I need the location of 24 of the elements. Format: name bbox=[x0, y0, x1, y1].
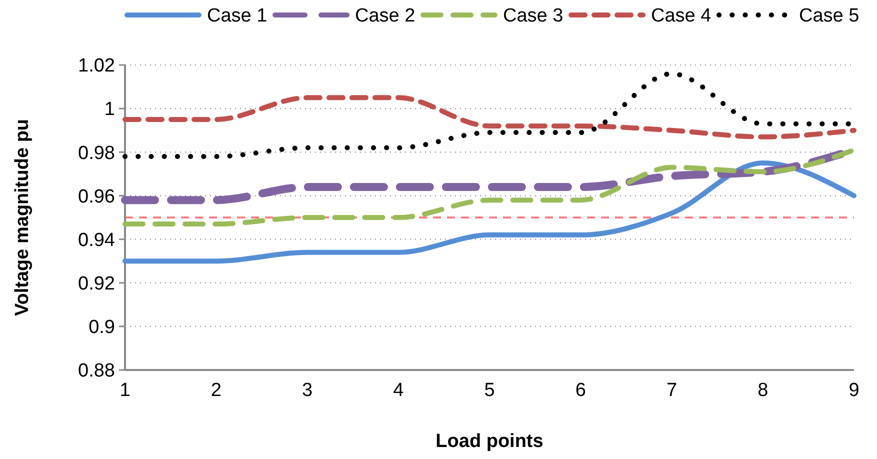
y-tick-label: 0.98 bbox=[78, 142, 115, 164]
x-tick-label: 5 bbox=[484, 380, 495, 401]
legend-label: Case 3 bbox=[503, 6, 564, 27]
x-tick-label: 7 bbox=[666, 380, 678, 401]
legend-label: Case 4 bbox=[651, 6, 712, 27]
x-tick-label: 4 bbox=[393, 380, 404, 401]
legend-label: Case 2 bbox=[355, 6, 416, 27]
y-tick-label: 1 bbox=[104, 99, 115, 120]
x-tick-label: 9 bbox=[848, 380, 860, 401]
y-tick-label: 1.02 bbox=[78, 56, 115, 77]
y-tick-label: 0.92 bbox=[78, 274, 115, 295]
legend-label: Case 5 bbox=[799, 6, 860, 27]
x-tick-label: 1 bbox=[120, 380, 130, 401]
legend-label: Case 1 bbox=[207, 6, 268, 27]
x-tick-label: 2 bbox=[210, 380, 222, 401]
x-tick-label: 6 bbox=[575, 380, 586, 401]
y-tick-label: 0.94 bbox=[78, 230, 116, 251]
y-tick-label: 0.9 bbox=[88, 317, 115, 338]
y-axis-title: Voltage magnitude pu bbox=[12, 118, 33, 316]
x-tick-label: 3 bbox=[302, 380, 313, 401]
y-tick-label: 0.88 bbox=[78, 360, 115, 382]
x-tick-label: 8 bbox=[758, 380, 768, 401]
x-axis-title: Load points bbox=[436, 431, 544, 452]
y-tick-label: 0.96 bbox=[78, 186, 115, 208]
